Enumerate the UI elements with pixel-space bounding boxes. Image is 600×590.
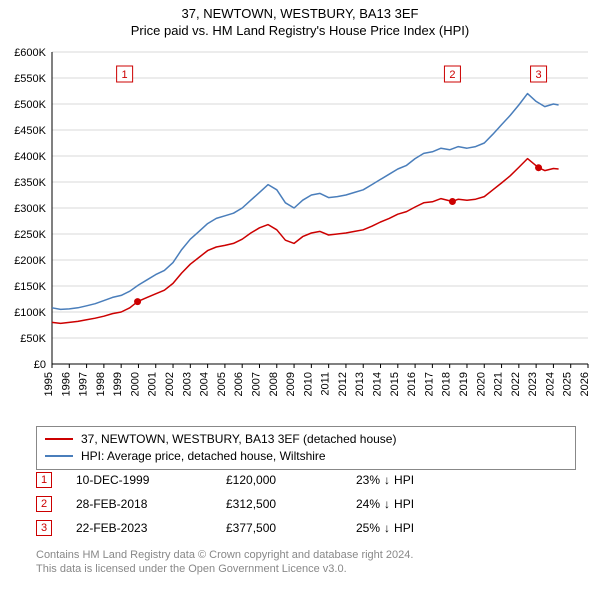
svg-text:2017: 2017 xyxy=(423,372,435,396)
sale-marker-box: 1 xyxy=(36,472,52,488)
legend-label: 37, NEWTOWN, WESTBURY, BA13 3EF (detache… xyxy=(81,431,396,448)
legend-swatch xyxy=(45,455,73,457)
svg-text:£450K: £450K xyxy=(14,125,46,137)
legend-label: HPI: Average price, detached house, Wilt… xyxy=(81,448,326,465)
svg-text:1998: 1998 xyxy=(95,372,107,396)
sales-row: 1 10-DEC-1999£120,00023% ↓ HPI xyxy=(36,468,576,492)
svg-text:2007: 2007 xyxy=(250,372,262,396)
price-chart-svg: £0 £50K £100K £150K £200K £250K £300K £350K £400… xyxy=(0,44,600,420)
sale-price: £120,000 xyxy=(226,473,356,487)
svg-text:2011: 2011 xyxy=(320,372,332,396)
svg-text:£250K: £250K xyxy=(14,229,46,241)
svg-text:£50K: £50K xyxy=(20,333,46,345)
svg-text:£300K: £300K xyxy=(14,203,46,215)
svg-text:2003: 2003 xyxy=(181,372,193,396)
svg-text:£200K: £200K xyxy=(14,255,46,267)
legend-row: HPI: Average price, detached house, Wilt… xyxy=(45,448,567,465)
svg-text:2024: 2024 xyxy=(544,372,556,396)
sale-date: 28-FEB-2018 xyxy=(76,497,226,511)
svg-text:2018: 2018 xyxy=(441,372,453,396)
sale-delta: 23% ↓ HPI xyxy=(356,473,414,487)
sales-row: 2 28-FEB-2018£312,50024% ↓ HPI xyxy=(36,492,576,516)
svg-text:2005: 2005 xyxy=(216,372,228,396)
sale-date: 10-DEC-1999 xyxy=(76,473,226,487)
svg-text:2020: 2020 xyxy=(475,372,487,396)
sale-price: £377,500 xyxy=(226,521,356,535)
svg-text:2025: 2025 xyxy=(562,372,574,396)
svg-text:2004: 2004 xyxy=(199,372,211,396)
sale-delta-pct: 23% xyxy=(356,473,380,487)
svg-text:£500K: £500K xyxy=(14,99,46,111)
svg-text:2010: 2010 xyxy=(302,372,314,396)
svg-text:2013: 2013 xyxy=(354,372,366,396)
svg-text:2023: 2023 xyxy=(527,372,539,396)
svg-text:2019: 2019 xyxy=(458,372,470,396)
svg-text:1995: 1995 xyxy=(43,372,55,396)
chart-title: 37, NEWTOWN, WESTBURY, BA13 3EF xyxy=(0,0,600,21)
legend-row: 37, NEWTOWN, WESTBURY, BA13 3EF (detache… xyxy=(45,431,567,448)
sale-marker-box: 2 xyxy=(36,496,52,512)
svg-text:£600K: £600K xyxy=(14,47,46,59)
sale-marker-box: 3 xyxy=(36,520,52,536)
svg-text:£150K: £150K xyxy=(14,281,46,293)
chart-area: £0 £50K £100K £150K £200K £250K £300K £350K £400… xyxy=(0,44,600,420)
svg-text:1999: 1999 xyxy=(112,372,124,396)
arrow-down-icon: ↓ xyxy=(384,473,390,487)
footer-attribution: Contains HM Land Registry data © Crown c… xyxy=(36,548,576,577)
svg-text:£350K: £350K xyxy=(14,177,46,189)
svg-text:2021: 2021 xyxy=(493,372,505,396)
svg-text:3: 3 xyxy=(535,69,541,81)
svg-text:2014: 2014 xyxy=(372,372,384,396)
svg-text:2008: 2008 xyxy=(268,372,280,396)
svg-text:2006: 2006 xyxy=(233,372,245,396)
svg-text:2012: 2012 xyxy=(337,372,349,396)
svg-text:£400K: £400K xyxy=(14,151,46,163)
sale-delta-pct: 24% xyxy=(356,497,380,511)
legend-box: 37, NEWTOWN, WESTBURY, BA13 3EF (detache… xyxy=(36,426,576,470)
sale-date: 22-FEB-2023 xyxy=(76,521,226,535)
sale-delta: 25% ↓ HPI xyxy=(356,521,414,535)
svg-text:1: 1 xyxy=(122,69,128,81)
arrow-down-icon: ↓ xyxy=(384,497,390,511)
sale-delta-vs: HPI xyxy=(394,497,414,511)
footer-line-2: This data is licensed under the Open Gov… xyxy=(36,562,576,576)
sales-table: 1 10-DEC-1999£120,00023% ↓ HPI 2 28-FEB-2018£… xyxy=(36,468,576,540)
svg-text:2015: 2015 xyxy=(389,372,401,396)
svg-text:£0: £0 xyxy=(34,359,46,371)
sales-row: 3 22-FEB-2023£377,50025% ↓ HPI xyxy=(36,516,576,540)
svg-text:1997: 1997 xyxy=(78,372,90,396)
svg-text:2009: 2009 xyxy=(285,372,297,396)
svg-text:£100K: £100K xyxy=(14,307,46,319)
svg-text:2002: 2002 xyxy=(164,372,176,396)
svg-text:2022: 2022 xyxy=(510,372,522,396)
svg-text:2: 2 xyxy=(449,69,455,81)
chart-subtitle: Price paid vs. HM Land Registry's House … xyxy=(0,21,600,42)
chart-container: 37, NEWTOWN, WESTBURY, BA13 3EF Price pa… xyxy=(0,0,600,590)
footer-line-1: Contains HM Land Registry data © Crown c… xyxy=(36,548,576,562)
svg-text:£550K: £550K xyxy=(14,73,46,85)
sale-delta: 24% ↓ HPI xyxy=(356,497,414,511)
sale-delta-pct: 25% xyxy=(356,521,380,535)
svg-text:2001: 2001 xyxy=(147,372,159,396)
sale-price: £312,500 xyxy=(226,497,356,511)
svg-text:2000: 2000 xyxy=(129,372,141,396)
legend-swatch xyxy=(45,438,73,440)
svg-text:2026: 2026 xyxy=(579,372,591,396)
svg-text:1996: 1996 xyxy=(60,372,72,396)
arrow-down-icon: ↓ xyxy=(384,521,390,535)
svg-text:2016: 2016 xyxy=(406,372,418,396)
sale-delta-vs: HPI xyxy=(394,473,414,487)
sale-delta-vs: HPI xyxy=(394,521,414,535)
